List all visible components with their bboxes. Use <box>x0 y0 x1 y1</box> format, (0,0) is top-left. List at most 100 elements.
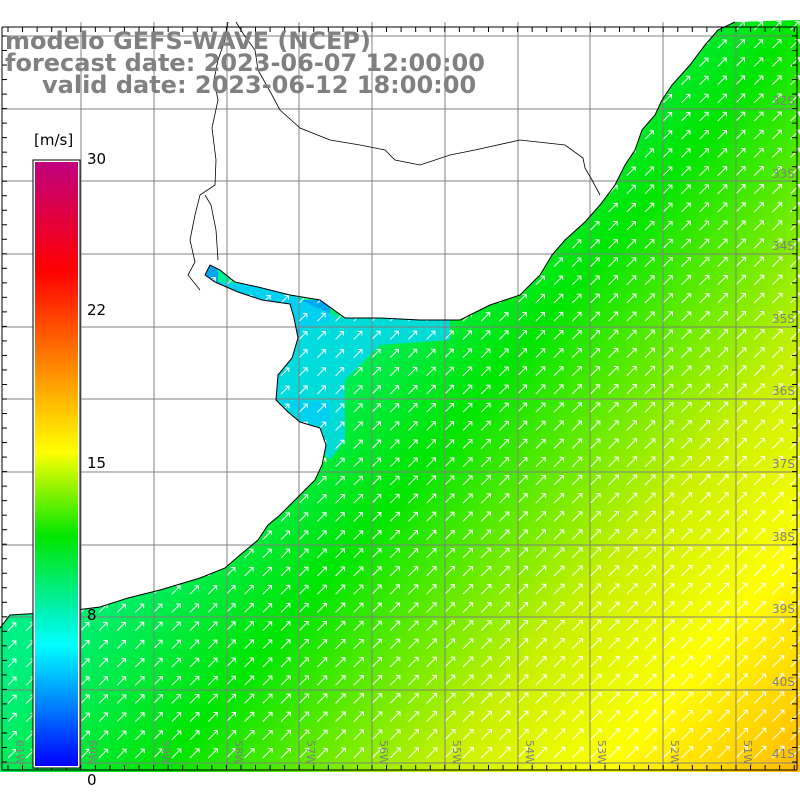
wind-arrow <box>753 147 764 158</box>
wind-arrow <box>681 93 691 104</box>
wind-arrow <box>353 675 364 686</box>
wind-arrow <box>644 692 657 704</box>
wind-arrow <box>280 657 291 668</box>
wind-arrow <box>626 347 637 358</box>
longitude-label: 51W <box>741 740 754 765</box>
wind-arrow <box>644 130 654 140</box>
wind-arrow <box>644 257 655 267</box>
wind-arrow <box>480 330 491 340</box>
wind-arrow <box>535 746 547 759</box>
wind-arrow <box>153 748 164 759</box>
wind-arrow <box>335 421 345 431</box>
wind-arrow <box>699 130 709 140</box>
wind-arrow <box>735 437 747 449</box>
wind-arrow <box>662 365 674 377</box>
wind-arrow <box>244 566 254 577</box>
wind-arrow <box>335 349 345 358</box>
wind-arrow <box>408 674 419 686</box>
wind-arrow <box>353 512 364 522</box>
wind-arrow <box>644 184 655 195</box>
wind-arrow <box>389 475 400 486</box>
wind-arrow <box>772 492 784 504</box>
wind-arrow <box>426 566 437 577</box>
wind-arrow <box>535 710 547 722</box>
wind-arrow <box>662 420 674 431</box>
wind-arrow <box>480 475 491 486</box>
wind-arrow <box>389 439 400 449</box>
wind-arrow <box>389 711 401 722</box>
wind-arrow <box>753 21 764 31</box>
wind-arrow <box>626 166 636 176</box>
wind-arrow <box>426 711 438 722</box>
wind-arrow <box>517 746 529 759</box>
wind-arrow <box>644 402 656 413</box>
wind-arrow <box>644 293 655 304</box>
wind-arrow <box>371 711 383 722</box>
wind-arrow <box>735 528 748 540</box>
wind-arrow <box>753 546 766 559</box>
wind-arrow <box>244 621 254 631</box>
wind-arrow <box>389 747 401 759</box>
wind-arrow <box>335 584 346 595</box>
wind-arrow <box>371 747 383 759</box>
wind-arrow <box>735 365 747 377</box>
wind-arrow <box>298 729 310 741</box>
wind-arrow <box>189 603 199 613</box>
wind-arrow <box>699 57 709 67</box>
wind-arrow <box>644 148 654 158</box>
wind-arrow <box>462 457 473 468</box>
wind-arrow <box>644 474 656 486</box>
wind-arrow <box>699 238 710 249</box>
wind-arrow <box>389 385 400 395</box>
wind-arrow <box>444 439 455 449</box>
wind-arrow <box>317 494 327 504</box>
wind-arrow <box>608 655 620 668</box>
wind-arrow <box>753 401 765 413</box>
wind-arrow <box>298 512 309 522</box>
wind-arrow <box>480 565 492 577</box>
wind-arrow <box>753 564 766 577</box>
wind-arrow <box>353 638 364 650</box>
wind-arrow <box>681 583 693 595</box>
wind-arrow <box>608 275 618 286</box>
wind-arrow <box>80 694 90 704</box>
wind-arrow <box>444 511 455 522</box>
wind-arrow <box>681 365 692 377</box>
wind-arrow <box>408 511 418 522</box>
wind-arrow <box>590 728 602 741</box>
wind-arrow <box>171 730 182 741</box>
wind-arrow <box>426 529 437 540</box>
wind-arrow <box>608 329 619 340</box>
wind-arrow <box>371 439 382 449</box>
wind-arrow <box>480 620 492 631</box>
wind-arrow <box>499 710 511 722</box>
wind-arrow <box>353 439 363 449</box>
wind-arrow <box>408 693 419 704</box>
wind-arrow <box>626 692 639 704</box>
wind-arrow <box>317 657 328 668</box>
wind-arrow <box>389 729 401 741</box>
map-frame <box>1 26 798 771</box>
wind-arrow <box>207 675 218 686</box>
wind-arrow <box>699 401 710 413</box>
wind-arrow <box>207 748 218 759</box>
wind-arrow <box>626 456 638 468</box>
wind-arrow <box>153 639 163 650</box>
wind-arrow <box>371 367 381 377</box>
wind-arrow <box>717 419 729 431</box>
wind-arrow <box>426 511 437 522</box>
wind-arrow <box>426 638 437 650</box>
wind-arrow <box>590 656 602 668</box>
wind-arrow <box>389 656 401 668</box>
wind-arrow <box>517 656 529 668</box>
wind-arrow <box>389 693 401 704</box>
wind-arrow <box>426 548 437 559</box>
wind-arrow <box>626 710 639 722</box>
wind-arrow <box>408 385 418 395</box>
wind-arrow <box>335 602 346 613</box>
wind-arrow <box>626 728 639 741</box>
wind-arrow <box>499 547 510 559</box>
wind-arrow <box>517 402 528 413</box>
wind-arrow <box>608 221 618 231</box>
wind-arrow <box>335 494 345 504</box>
